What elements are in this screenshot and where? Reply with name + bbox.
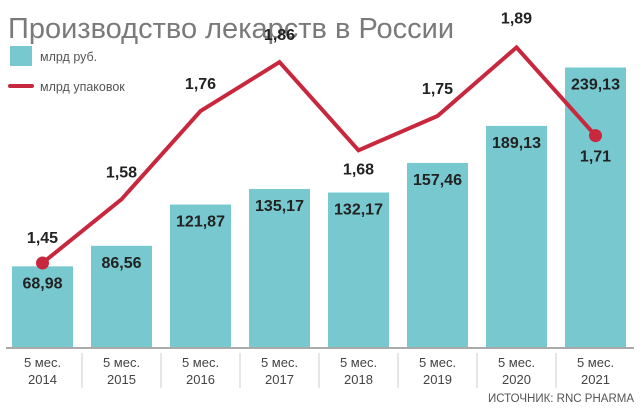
- legend-bar-swatch: [10, 46, 32, 66]
- legend: млрд руб. млрд упаковок: [8, 46, 125, 94]
- line-value-label-0: 1,45: [27, 230, 58, 247]
- bar-2: [170, 204, 231, 347]
- bars-group: [12, 67, 626, 347]
- line-value-label-6: 1,89: [501, 10, 532, 27]
- x-tick-label-line2-7: 2021: [581, 372, 610, 387]
- x-tick-label-line2-0: 2014: [28, 372, 57, 387]
- x-tick-label-line1-5: 5 мес.: [419, 355, 456, 370]
- x-tick-label-line2-3: 2017: [265, 372, 294, 387]
- bar-labels-group: 68,98 86,56 121,87 135,17 132,17 157,46 189,13…: [22, 76, 620, 292]
- line-value-label-4: 1,68: [343, 161, 374, 178]
- x-tick-label-line2-4: 2018: [344, 372, 373, 387]
- chart-title: Производство лекарств в России: [8, 13, 454, 45]
- x-tick-label-line1-6: 5 мес.: [498, 355, 535, 370]
- x-tick-label-line2-6: 2020: [502, 372, 531, 387]
- bar-5: [407, 162, 468, 347]
- bar-value-label-4: 132,17: [334, 201, 383, 218]
- line-value-label-1: 1,58: [106, 164, 137, 181]
- x-tick-labels-group: 5 мес. 2014 5 мес. 2015 5 мес. 2016 5 мес. 2017…: [24, 353, 614, 388]
- line-point-0: [36, 256, 49, 270]
- line-value-label-3: 1,86: [264, 27, 295, 44]
- line-series-group: [36, 44, 602, 270]
- bar-value-label-1: 86,56: [101, 255, 141, 272]
- bar-1: [91, 245, 152, 347]
- bar-value-label-0: 68,98: [22, 275, 62, 292]
- x-tick-label-line2-2: 2016: [186, 372, 215, 387]
- line-value-label-7: 1,71: [580, 149, 611, 166]
- x-tick-label-line1-7: 5 мес.: [577, 355, 614, 370]
- x-tick-label-line1-1: 5 мес.: [103, 355, 140, 370]
- x-tick-label-line2-5: 2019: [423, 372, 452, 387]
- x-tick-label-line1-2: 5 мес.: [182, 355, 219, 370]
- line-labels-group: 1,45 1,58 1,76 1,86 1,68 1,75 1,89 1,71: [27, 10, 611, 247]
- x-tick-label-line2-1: 2015: [107, 372, 136, 387]
- line-series-path: [41, 44, 597, 265]
- line-value-label-5: 1,75: [422, 81, 453, 98]
- bar-value-label-6: 189,13: [492, 135, 541, 152]
- source-note: ИСТОЧНИК: RNC PHARMA: [488, 393, 634, 405]
- legend-bar-label: млрд руб.: [40, 50, 97, 64]
- bar-0: [12, 266, 73, 347]
- bar-3: [249, 188, 310, 347]
- line-point-7: [589, 129, 602, 143]
- bar-4: [328, 192, 389, 347]
- bar-6: [486, 125, 547, 347]
- line-value-label-2: 1,76: [185, 76, 216, 93]
- x-tick-label-line1-0: 5 мес.: [24, 355, 61, 370]
- legend-line-label: млрд упаковок: [40, 80, 125, 94]
- bar-value-label-3: 135,17: [255, 198, 304, 215]
- bar-value-label-2: 121,87: [176, 214, 225, 231]
- x-tick-label-line1-3: 5 мес.: [261, 355, 298, 370]
- bar-value-label-7: 239,13: [571, 76, 620, 93]
- bar-value-label-5: 157,46: [413, 172, 462, 189]
- x-tick-label-line1-4: 5 мес.: [340, 355, 377, 370]
